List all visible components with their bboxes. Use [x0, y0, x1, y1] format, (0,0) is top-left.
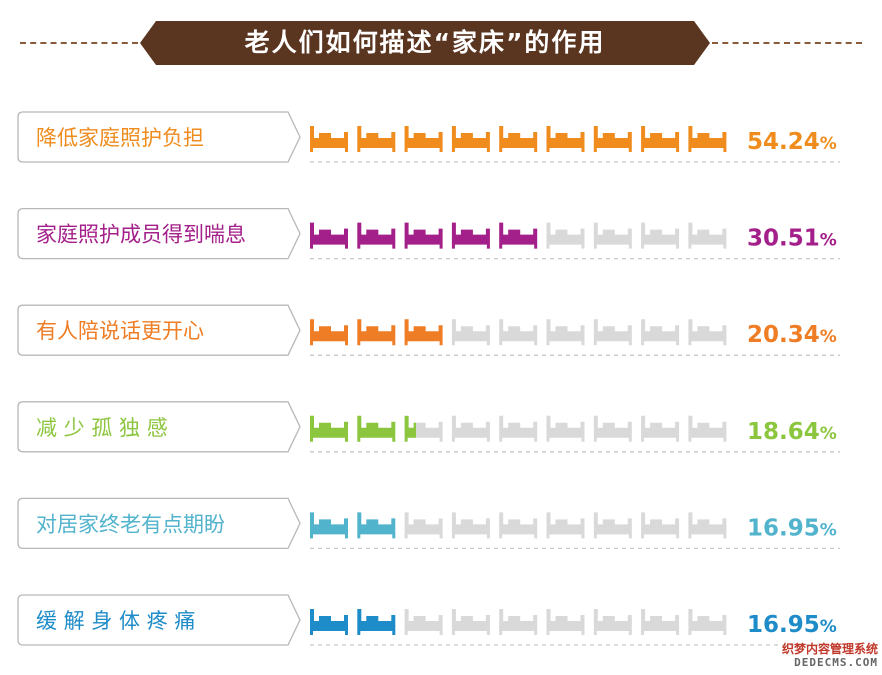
- chart-row: 缓 解 身 体 疼 痛 16.95%: [17, 594, 840, 646]
- bed-icon: [357, 126, 396, 152]
- title-banner-shape: [140, 21, 710, 65]
- bed-icon: [688, 222, 727, 249]
- value-label: 18.64%: [747, 419, 837, 445]
- category-label: 对居家终老有点期盼: [36, 512, 225, 536]
- category-label: 降低家庭照护负担: [36, 126, 204, 150]
- bed-icon: [310, 415, 348, 442]
- bed-icon: [688, 415, 727, 442]
- bed-icon: [688, 319, 727, 346]
- bed-icon: [357, 415, 396, 442]
- category-label-frame: [17, 497, 301, 550]
- category-label: 减 少 孤 独 感: [36, 416, 168, 440]
- bed-icon: [451, 415, 490, 442]
- title-banner: 老人们如何描述“家床”的作用: [140, 21, 710, 65]
- bed-icon: [404, 319, 443, 346]
- bed-icon: [499, 319, 538, 346]
- bed-icon: [546, 222, 585, 249]
- chart-row: 降低家庭照护负担 54.24%: [17, 111, 840, 163]
- chart-row: 对居家终老有点期盼 16.95%: [17, 497, 840, 550]
- value-label: 20.34%: [747, 322, 837, 348]
- bed-icon: [641, 319, 680, 346]
- bed-icon: [499, 126, 538, 152]
- bed-icon: [546, 512, 585, 539]
- watermark-text-cn: 织梦内容管理系统: [781, 642, 878, 656]
- value-label: 54.24%: [747, 129, 837, 155]
- bed-icon: [451, 126, 490, 152]
- chart-row: 家庭照护成员得到喘息 30.51%: [17, 207, 840, 260]
- bed-icon: [404, 222, 443, 249]
- bed-icon: [451, 319, 490, 346]
- bed-icon: [357, 512, 396, 539]
- category-label-frame: [17, 111, 301, 163]
- bed-icon: [310, 609, 348, 635]
- bed-icon: [546, 126, 585, 152]
- bed-icon: [357, 319, 396, 346]
- bed-icon: [357, 609, 396, 635]
- bed-icon: [499, 222, 538, 249]
- bed-icon: [357, 222, 396, 249]
- bed-icon: [499, 609, 538, 635]
- bed-icon: [499, 415, 538, 442]
- category-label-frame: [17, 401, 301, 453]
- bed-icon: [404, 126, 443, 152]
- watermark-text-en: DEDECMS.COM: [794, 656, 878, 669]
- category-label-frame: [17, 207, 301, 260]
- bed-icon: [593, 222, 632, 249]
- bed-icon: [451, 609, 490, 635]
- watermark: 织梦内容管理系统 DEDECMS.COM: [766, 640, 878, 672]
- bed-icon: [593, 609, 632, 635]
- bed-icon: [641, 512, 680, 539]
- bed-icon: [546, 319, 585, 346]
- chart-row: 有人陪说话更开心 20.34%: [17, 304, 840, 356]
- category-label: 缓 解 身 体 疼 痛: [36, 609, 195, 633]
- bed-icon: [451, 512, 490, 539]
- bed-icon: [310, 222, 348, 249]
- bed-icon: [641, 609, 680, 635]
- bed-icon: [593, 415, 632, 442]
- bed-icon: [641, 126, 680, 152]
- bed-icon: [688, 126, 727, 152]
- bed-icon: [641, 415, 680, 442]
- value-label: 16.95%: [747, 612, 837, 638]
- bed-icon: [499, 512, 538, 539]
- bed-icon: [641, 222, 680, 249]
- bed-icon: [593, 319, 632, 346]
- category-label: 家庭照护成员得到喘息: [36, 223, 246, 247]
- title-rule-left: [20, 42, 138, 44]
- bed-icon: [546, 609, 585, 635]
- bed-icon: [688, 609, 727, 635]
- bed-icon: [310, 512, 348, 539]
- title-rule-right: [712, 42, 862, 44]
- page-title: 老人们如何描述“家床”的作用: [244, 28, 606, 57]
- bed-icon: [546, 415, 585, 442]
- bed-icon: [310, 126, 348, 152]
- bed-icon: [404, 609, 443, 635]
- bed-icon: [404, 512, 443, 539]
- category-label-frame: [17, 304, 301, 356]
- category-label-frame: [17, 594, 301, 646]
- bed-icon: [688, 512, 727, 539]
- value-label: 30.51%: [747, 226, 837, 252]
- bed-icon: [593, 512, 632, 539]
- value-label: 16.95%: [747, 515, 837, 541]
- bed-icon: [593, 126, 632, 152]
- category-label: 有人陪说话更开心: [36, 319, 204, 343]
- bed-icon: [451, 222, 490, 249]
- bed-icon: [310, 319, 348, 346]
- bed-icon-partial-fill: [404, 415, 417, 442]
- chart-row: 减 少 孤 独 感 18.64%: [17, 401, 840, 453]
